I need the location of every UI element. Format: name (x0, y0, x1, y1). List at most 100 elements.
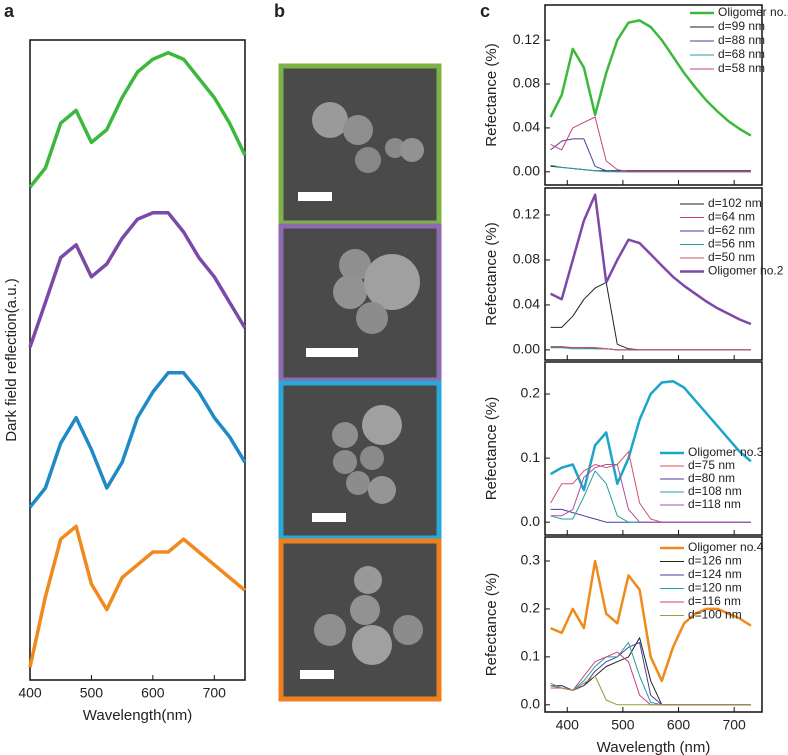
series-line (550, 559, 752, 683)
legend-label: d=126 nm (688, 554, 742, 568)
legend-label: d=99 nm (718, 19, 765, 33)
particle (393, 615, 423, 645)
legend-label: d=75 nm (688, 458, 735, 472)
legend-label: d=88 nm (718, 33, 765, 47)
series-line (550, 508, 751, 523)
series-line (550, 464, 751, 523)
particle (354, 566, 382, 594)
legend-label: d=50 nm (708, 250, 755, 264)
particle (356, 302, 388, 334)
series-line (550, 193, 752, 326)
plot-frame (29, 39, 246, 681)
legend-label: d=68 nm (718, 47, 765, 61)
series-line (550, 116, 751, 173)
y-tick-label: 0.1 (521, 648, 541, 664)
x-tick-label: 500 (80, 685, 104, 701)
legend-label: d=118 nm (688, 497, 741, 511)
x-tick-label: 600 (667, 717, 691, 733)
particle (385, 138, 405, 158)
y-tick-label: 0.12 (513, 206, 540, 222)
y-tick-label: 0.04 (513, 296, 540, 312)
sem-image (278, 380, 442, 541)
particle (368, 476, 396, 504)
particle (355, 147, 381, 173)
y-tick-label: 0.3 (521, 552, 541, 568)
panel-label: a (4, 1, 15, 21)
legend-label: Oligomer no.1 (718, 5, 788, 19)
particle (333, 275, 367, 309)
panel-label: b (274, 1, 285, 21)
legend-label: d=100 nm (688, 608, 742, 622)
series-line (550, 346, 751, 351)
x-tick-label: 600 (141, 685, 165, 701)
x-axis-label: Wavelength(nm) (83, 707, 192, 724)
particle (352, 625, 392, 665)
sem-image (278, 223, 442, 383)
y-tick-label: 0.2 (521, 600, 541, 616)
series-line (28, 211, 247, 348)
particle (339, 249, 371, 281)
series-line (550, 138, 751, 173)
y-tick-label: 0.00 (513, 163, 540, 179)
legend-label: d=80 nm (688, 471, 735, 485)
series-line (550, 651, 751, 706)
series-line (550, 346, 751, 351)
particle (360, 446, 384, 470)
plot-frame (544, 536, 763, 713)
y-tick-label: 0.12 (513, 31, 540, 47)
scale-bar (306, 348, 358, 357)
y-axis-label: Dark field reflection(a.u.) (3, 278, 20, 441)
x-tick-label: 700 (722, 717, 746, 733)
series-line (28, 51, 247, 189)
y-tick-label: 0.04 (513, 119, 540, 135)
sem-image (278, 538, 442, 702)
particle (362, 405, 402, 445)
scale-bar (298, 192, 332, 201)
legend-label: d=116 nm (688, 594, 741, 608)
legend-label: d=64 nm (708, 210, 755, 224)
legend-label: d=102 nm (708, 196, 762, 210)
legend-label: d=58 nm (718, 61, 765, 75)
particle (364, 254, 420, 310)
sem-images (278, 63, 442, 702)
legend-label: d=56 nm (708, 237, 755, 251)
y-tick-label: 0.00 (513, 341, 540, 357)
legend-label: Oligomer no.2 (708, 264, 784, 278)
y-axis-label: Refectance (%) (483, 43, 500, 146)
particle (400, 138, 424, 162)
particle (314, 614, 346, 646)
y-tick-label: 0.08 (513, 75, 540, 91)
series-line (28, 371, 247, 509)
y-axis-label: Refectance (%) (483, 573, 500, 676)
series-line (549, 19, 752, 137)
legend-label: Oligomer no.3 (688, 445, 764, 459)
legend-label: d=124 nm (688, 567, 742, 581)
image-frame (278, 380, 442, 541)
series-line (550, 675, 751, 706)
particle (343, 115, 373, 145)
particle (333, 450, 357, 474)
series-line (28, 524, 247, 668)
series-line (550, 281, 751, 351)
y-tick-label: 0.1 (521, 449, 541, 465)
series-line (549, 379, 752, 492)
x-axis-label: Wavelength (nm) (597, 739, 711, 755)
x-tick-label: 400 (556, 717, 580, 733)
scale-bar (312, 513, 346, 522)
particle (312, 102, 348, 138)
plot-frame (544, 361, 763, 536)
scale-bar (300, 670, 334, 679)
x-tick-label: 500 (611, 717, 635, 733)
particle (332, 422, 358, 448)
y-axis-label: Refectance (%) (483, 222, 500, 325)
particle (350, 595, 380, 625)
plot-frame (544, 4, 763, 186)
x-tick-label: 700 (203, 685, 227, 701)
y-tick-label: 0.0 (521, 696, 541, 712)
particle (346, 471, 370, 495)
legend-label: d=62 nm (708, 223, 755, 237)
x-tick-label: 400 (18, 685, 42, 701)
plot-frame (544, 187, 763, 361)
y-tick-label: 0.2 (521, 385, 541, 401)
